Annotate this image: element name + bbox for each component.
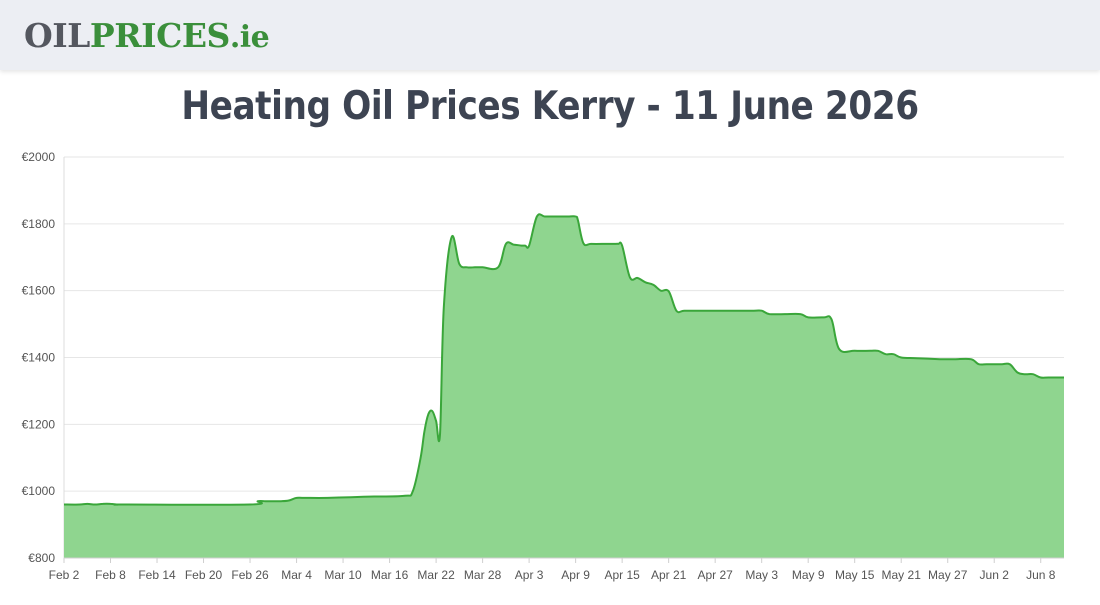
x-tick-label: Feb 14: [138, 568, 176, 582]
logo-domain: .ie: [229, 20, 270, 55]
top-bar: OILPRICES.ie: [0, 0, 1100, 70]
x-tick-label: Jun 8: [1026, 568, 1056, 582]
y-tick-label: €1600: [22, 284, 56, 298]
x-tick-label: Mar 10: [324, 568, 362, 582]
y-tick-label: €800: [28, 551, 55, 565]
x-tick-label: Mar 16: [371, 568, 409, 582]
x-tick-label: May 15: [835, 568, 875, 582]
y-tick-label: €1400: [22, 351, 56, 365]
x-tick-label: Feb 8: [95, 568, 126, 582]
site-logo[interactable]: OILPRICES.ie: [24, 14, 270, 60]
logo-prices: PRICES: [89, 16, 230, 55]
x-tick-label: Mar 22: [417, 568, 455, 582]
logo-oil: OIL: [24, 16, 90, 55]
x-tick-label: Mar 4: [281, 568, 312, 582]
chart-svg: €800 €1000 €1200 €1400 €1600 €1800 €2000 Feb 2 F…: [22, 150, 1064, 582]
page-title: Heating Oil Prices Kerry - 11 June 2026: [181, 84, 919, 129]
y-tick-label: €1800: [22, 217, 56, 231]
series-area: [64, 214, 1064, 558]
series-line: [63, 213, 1064, 506]
x-tick-label: Apr 21: [651, 568, 687, 582]
x-tick-label: Apr 15: [604, 568, 640, 582]
y-tick-label: €1200: [22, 417, 56, 431]
x-tick-label: May 27: [928, 568, 968, 582]
x-tick-label: May 3: [745, 568, 778, 582]
x-tick-label: Apr 3: [515, 568, 544, 582]
price-chart: €800 €1000 €1200 €1400 €1600 €1800 €2000 Feb 2 F…: [0, 140, 1100, 600]
x-tick-label: Apr 9: [561, 568, 590, 582]
x-tick-label: May 9: [792, 568, 825, 582]
y-tick-label: €2000: [22, 150, 56, 164]
x-tick-label: Jun 2: [980, 568, 1010, 582]
x-tick-label: May 21: [882, 568, 922, 582]
x-tick-label: Feb 20: [185, 568, 223, 582]
x-tick-label: Feb 2: [49, 568, 80, 582]
x-tick-label: Mar 28: [464, 568, 502, 582]
y-tick-label: €1000: [22, 484, 56, 498]
x-tick-label: Feb 26: [231, 568, 269, 582]
x-tick-label: Apr 27: [697, 568, 733, 582]
